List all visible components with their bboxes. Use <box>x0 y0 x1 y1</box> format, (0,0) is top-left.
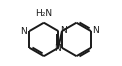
Text: N: N <box>54 44 60 53</box>
Text: N: N <box>20 27 27 36</box>
Text: H₂N: H₂N <box>35 9 52 18</box>
Text: N: N <box>92 26 99 35</box>
Text: N: N <box>60 26 67 35</box>
